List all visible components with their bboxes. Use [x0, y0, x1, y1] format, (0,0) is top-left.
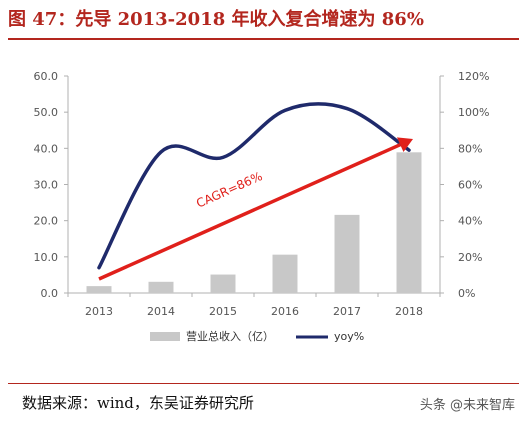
x-tick-label: 2018: [395, 305, 423, 318]
y-left-tick-label: 50.0: [34, 106, 59, 119]
revenue-bar: [272, 254, 298, 293]
legend-label-yoy: yoy%: [334, 330, 364, 343]
watermark: 头条 @未来智库: [419, 398, 515, 413]
x-tick-label: 2016: [271, 305, 299, 318]
y-right-tick-label: 60%: [458, 179, 482, 192]
x-tick-label: 2014: [147, 305, 175, 318]
yoy-line: [97, 102, 411, 270]
title-divider: [8, 38, 519, 40]
chart: 0.0 10.0 20.0 30.0 40.0 50.0 60.0 0% 20% 40% 60% 80…: [34, 70, 490, 343]
y-right-tick-label: 120%: [458, 70, 489, 83]
x-tick-label: 2013: [85, 305, 113, 318]
y-right-tick-label: 80%: [458, 142, 482, 155]
footer-divider: [8, 383, 519, 384]
y-right-tick-label: 100%: [458, 106, 489, 119]
y-left-tick-label: 20.0: [34, 215, 59, 228]
revenue-bar: [148, 281, 174, 293]
chart-title: 图 47：先导 2013-2018 年收入复合增速为 86%: [8, 9, 424, 30]
y-right-tick-label: 40%: [458, 215, 482, 228]
revenue-bar: [334, 214, 360, 293]
y-right-tick-label: 0%: [458, 287, 475, 300]
cagr-arrow-shaft: [98, 143, 401, 281]
legend-label-revenue: 营业总收入（亿）: [186, 329, 274, 343]
cagr-arrow-head: [396, 137, 413, 153]
x-tick-label: 2017: [333, 305, 361, 318]
y-left-tick-label: 0.0: [41, 287, 59, 300]
y-left-tick-label: 40.0: [34, 142, 59, 155]
y-right-tick-label: 20%: [458, 251, 482, 264]
source-note: 数据来源：wind，东吴证券研究所: [22, 394, 254, 412]
legend-swatch-revenue: [150, 332, 180, 341]
revenue-bar: [86, 286, 112, 293]
revenue-bar: [396, 152, 422, 293]
y-left-tick-label: 60.0: [34, 70, 59, 83]
cagr-label: CAGR=86%: [194, 169, 264, 211]
y-left-tick-label: 10.0: [34, 251, 59, 264]
revenue-bar: [210, 274, 236, 293]
x-tick-label: 2015: [209, 305, 237, 318]
y-left-tick-label: 30.0: [34, 179, 59, 192]
